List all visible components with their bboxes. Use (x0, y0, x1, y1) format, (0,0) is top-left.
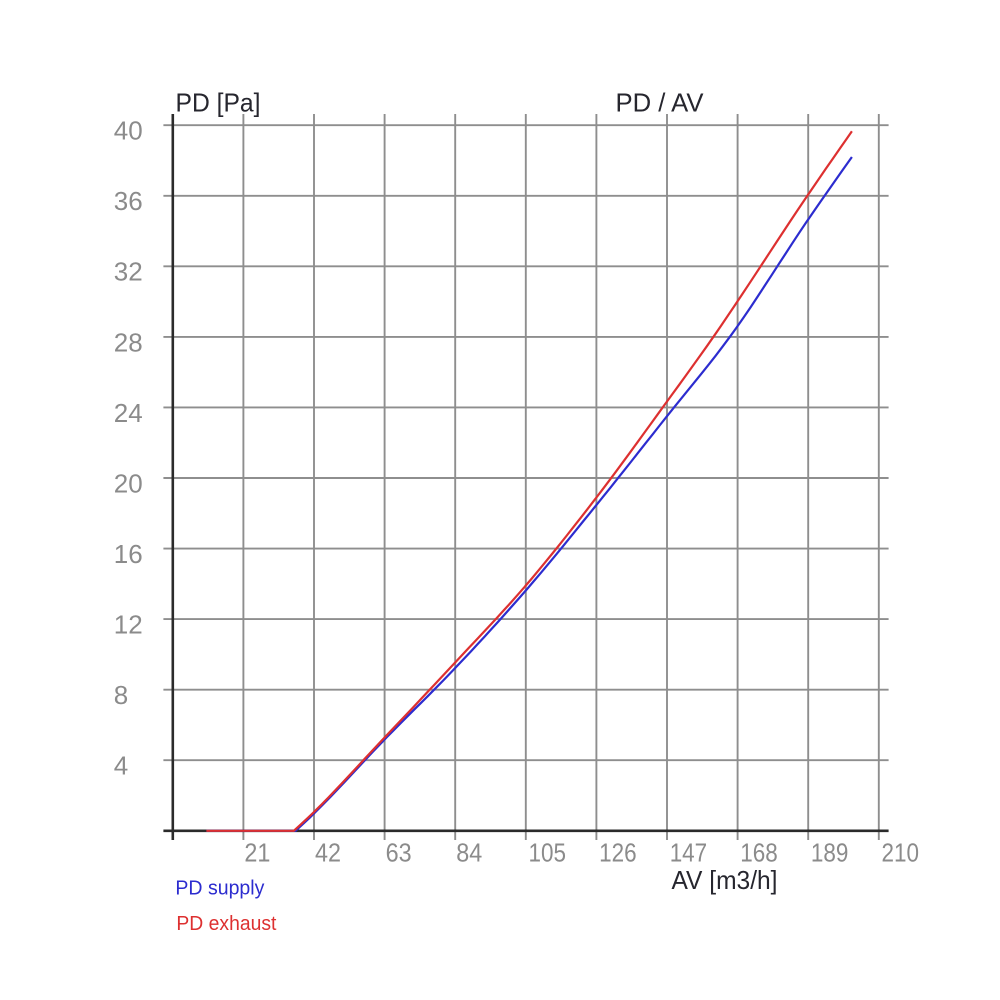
svg-text:32: 32 (114, 257, 143, 287)
svg-text:189: 189 (811, 837, 849, 867)
svg-text:168: 168 (740, 837, 778, 867)
svg-text:24: 24 (114, 398, 143, 428)
svg-text:16: 16 (114, 539, 143, 569)
svg-text:84: 84 (456, 837, 482, 867)
svg-text:PD exhaust: PD exhaust (176, 913, 276, 935)
svg-text:8: 8 (114, 680, 128, 710)
svg-text:105: 105 (529, 837, 567, 867)
svg-text:4: 4 (114, 751, 128, 781)
svg-text:63: 63 (386, 837, 412, 867)
svg-text:147: 147 (670, 837, 708, 867)
svg-text:126: 126 (599, 837, 637, 867)
svg-text:42: 42 (315, 837, 341, 867)
svg-text:40: 40 (114, 116, 143, 146)
svg-text:20: 20 (114, 468, 143, 498)
svg-text:12: 12 (114, 610, 143, 640)
svg-text:36: 36 (114, 186, 143, 216)
svg-text:PD supply: PD supply (175, 877, 264, 899)
svg-text:21: 21 (244, 837, 270, 867)
svg-text:210: 210 (882, 837, 920, 867)
svg-text:AV [m3/h]: AV [m3/h] (672, 865, 778, 895)
svg-text:PD [Pa]: PD [Pa] (176, 87, 261, 117)
svg-text:28: 28 (114, 327, 143, 357)
svg-text:PD / AV: PD / AV (616, 87, 705, 117)
